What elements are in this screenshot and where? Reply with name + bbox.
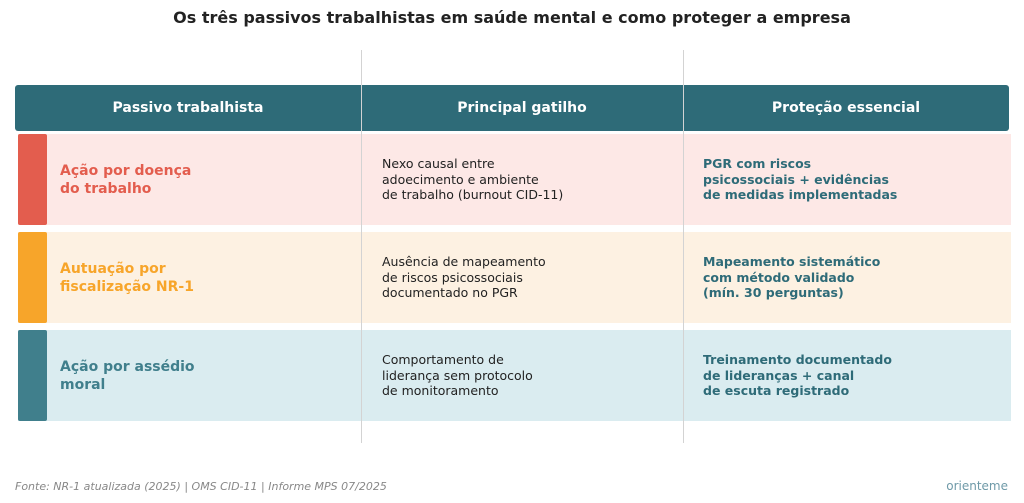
table-row-moral-harassment: Ação por assédio moral Comportamento de … bbox=[18, 330, 1011, 421]
row-accent-bar bbox=[18, 134, 47, 225]
row-liability-label: Autuação por fiscalização NR-1 bbox=[60, 260, 194, 295]
column-divider bbox=[683, 50, 684, 443]
header-col-trigger: Principal gatilho bbox=[457, 100, 587, 116]
row-accent-bar bbox=[18, 232, 47, 323]
row-accent-bar bbox=[18, 330, 47, 421]
row-protection-text: PGR com riscos psicossociais + evidência… bbox=[703, 156, 898, 203]
table-row-work-illness: Ação por doença do trabalho Nexo causal … bbox=[18, 134, 1011, 225]
table-header: Passivo trabalhista Principal gatilho Pr… bbox=[15, 85, 1009, 131]
row-liability-label: Ação por assédio moral bbox=[60, 358, 195, 393]
row-trigger-text: Nexo causal entre adoecimento e ambiente… bbox=[382, 156, 564, 203]
header-col-liability: Passivo trabalhista bbox=[112, 100, 264, 116]
row-trigger-text: Ausência de mapeamento de riscos psicoss… bbox=[382, 254, 546, 301]
row-protection-text: Mapeamento sistemático com método valida… bbox=[703, 254, 881, 301]
row-protection-text: Treinamento documentado de lideranças + … bbox=[703, 352, 892, 399]
header-col-protection: Proteção essencial bbox=[771, 100, 921, 116]
row-liability-label: Ação por doença do trabalho bbox=[60, 162, 192, 197]
page-title: Os três passivos trabalhistas em saúde m… bbox=[173, 8, 851, 27]
table-row-nr1-inspection: Autuação por fiscalização NR-1 Ausência … bbox=[18, 232, 1011, 323]
row-trigger-text: Comportamento de liderança sem protocolo… bbox=[382, 352, 533, 399]
footer-brand: orienteme bbox=[946, 479, 1008, 493]
footer-source: Fonte: NR-1 atualizada (2025) | OMS CID-… bbox=[15, 480, 387, 493]
column-divider bbox=[361, 50, 362, 443]
